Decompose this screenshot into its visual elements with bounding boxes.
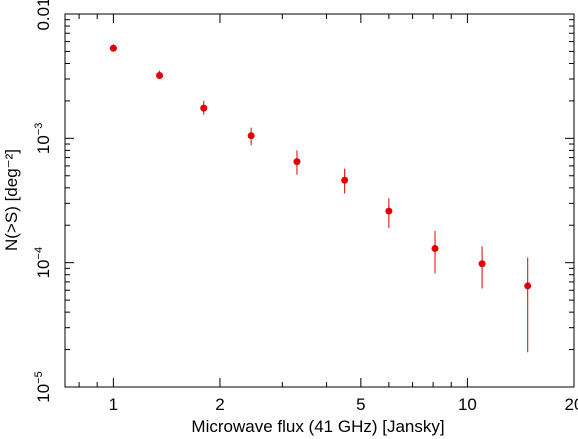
y-tick-base: 0.01	[34, 0, 53, 31]
data-point	[109, 44, 117, 52]
y-tick-base: 10	[34, 135, 53, 154]
plot-frame	[64, 13, 575, 388]
y-tick-label: 10−5	[33, 371, 53, 402]
y-tick-label-text: 10−3	[33, 123, 53, 154]
x-tick-label: 2	[215, 395, 224, 414]
y-tick-exponent: −3	[33, 123, 45, 136]
data-point	[524, 282, 532, 290]
data-point	[247, 132, 255, 140]
x-axis-label: Microwave flux (41 GHz) [Jansky]	[191, 417, 444, 436]
y-tick-label-text: 0.01	[34, 0, 53, 31]
y-tick-label: 0.01	[34, 0, 53, 31]
x-tick-label: 10	[458, 395, 477, 414]
data-point	[293, 158, 301, 166]
y-tick-exponent: −5	[33, 371, 45, 384]
x-tick-label: 20	[565, 395, 578, 414]
x-tick-label: 1	[109, 395, 118, 414]
data-point	[385, 207, 393, 215]
data-points	[109, 44, 532, 353]
y-tick-label-text: 10−4	[33, 247, 53, 278]
data-point	[478, 260, 486, 268]
data-point	[341, 176, 349, 184]
data-point	[156, 72, 164, 80]
y-tick-label: 10−4	[33, 247, 53, 278]
x-tick-label: 5	[356, 395, 365, 414]
y-tick-label: 10−3	[33, 123, 53, 154]
y-tick-label-text: 10−5	[33, 371, 53, 402]
data-point	[200, 104, 208, 112]
y-tick-exponent: −4	[33, 247, 45, 260]
data-point	[431, 244, 439, 252]
y-axis-label: N(>S) [deg⁻²]	[2, 149, 21, 251]
y-tick-base: 10	[34, 384, 53, 403]
axis-ticks: 125102010−510−410−30.01	[33, 0, 578, 414]
y-tick-base: 10	[34, 259, 53, 278]
